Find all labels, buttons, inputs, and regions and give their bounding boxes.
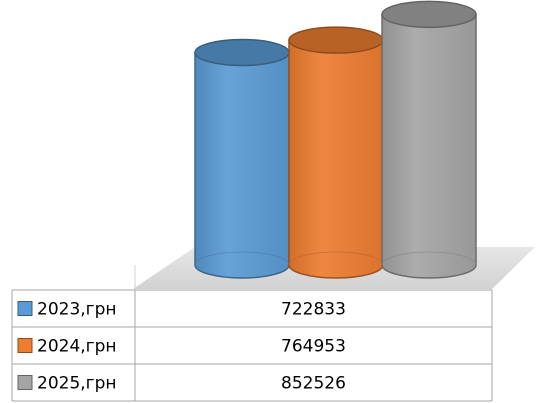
cylinder-top (194, 38, 290, 67)
cylinder-top (288, 26, 384, 54)
cylinder-body (288, 39, 384, 279)
legend-label: 2025,грн (37, 374, 117, 394)
table-value: 852526 (281, 374, 346, 394)
legend-swatch (17, 301, 33, 316)
table-row: 2024,грн 764953 (17, 337, 346, 357)
legend-label: 2023,грн (37, 300, 117, 320)
cylinder-bar (381, 0, 477, 279)
cylinder-bar (194, 38, 290, 279)
cylinder-base-edge (194, 251, 290, 266)
table-row: 2025,грн 852526 (17, 374, 346, 394)
cylinder-base-edge (288, 251, 384, 266)
legend-label: 2024,грн (37, 337, 117, 357)
cylinder-body (194, 51, 290, 279)
cylinder-top (381, 0, 477, 29)
cylinder-base-edge (381, 251, 477, 266)
cylinders (194, 0, 477, 279)
table-value: 764953 (281, 337, 346, 357)
table-value: 722833 (281, 300, 346, 320)
table-row: 2023,грн 722833 (17, 300, 346, 320)
data-table: 2023,грн 722833 2024,грн 764953 2025,грн 8525… (11, 265, 493, 402)
cylinder-body (381, 13, 477, 279)
cylinder-bar (288, 26, 384, 279)
legend-swatch (17, 338, 33, 353)
legend-swatch (17, 375, 33, 390)
